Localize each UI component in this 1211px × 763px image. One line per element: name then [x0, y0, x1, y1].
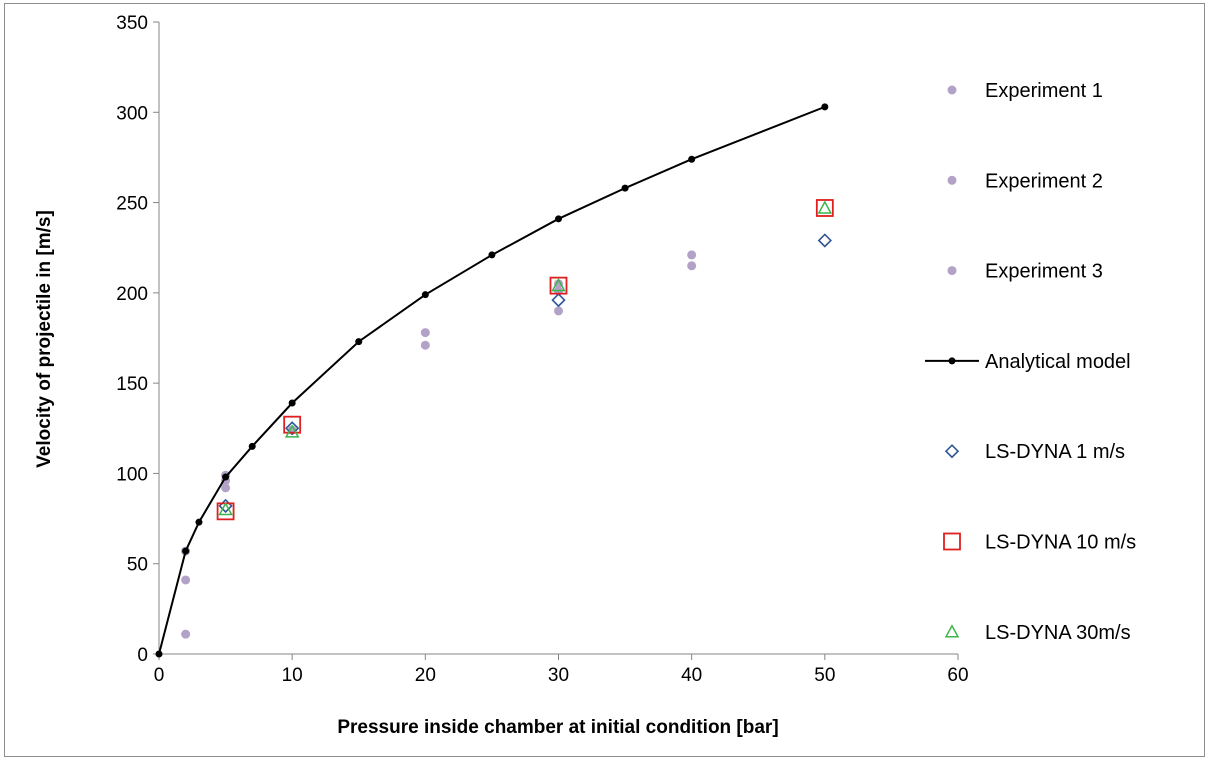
data-point	[355, 338, 363, 346]
y-tick-label: 350	[116, 13, 148, 34]
x-axis-title: Pressure inside chamber at initial condi…	[337, 717, 778, 738]
y-tick-label: 100	[116, 464, 148, 485]
x-tick-label: 0	[154, 665, 165, 686]
legend-label: LS-DYNA 10 m/s	[985, 532, 1136, 554]
data-point	[687, 250, 697, 260]
data-point	[218, 501, 233, 516]
data-point	[555, 215, 562, 223]
legend-label: Experiment 3	[985, 261, 1103, 283]
series-line	[158, 105, 826, 655]
y-axis-title: Velocity of projectile in [m/s]	[34, 210, 55, 468]
axes: 0 50 100 150 200 250 300 350 0 10 20 30 40 50 60	[116, 13, 968, 686]
data-point	[285, 421, 300, 436]
data-point	[221, 483, 231, 493]
legend-item: LS-DYNA 1 m/s	[944, 441, 1125, 463]
series-2	[181, 250, 697, 585]
series-1	[181, 261, 697, 639]
x-tick-label: 30	[548, 665, 569, 686]
data-point	[420, 328, 430, 338]
legend-marker	[947, 85, 957, 95]
legend-marker	[947, 175, 957, 185]
chart-frame	[4, 3, 1205, 757]
data-point	[817, 200, 833, 214]
data-point	[288, 399, 296, 407]
y-tick-label: 0	[137, 645, 148, 666]
data-point	[155, 650, 163, 658]
data-point	[222, 473, 230, 481]
legend-item: Experiment 1	[947, 80, 1103, 102]
legend-label: Experiment 2	[985, 170, 1103, 192]
data-point	[420, 340, 430, 350]
legend-item: LS-DYNA 10 m/s	[943, 532, 1136, 554]
legend-item: Analytical model	[925, 351, 1131, 373]
legend-marker	[947, 266, 957, 276]
legend-marker	[944, 624, 960, 638]
x-tick-label: 60	[947, 665, 968, 686]
data-point	[554, 306, 563, 316]
series-6	[216, 199, 834, 521]
legend-item: Experiment 3	[947, 261, 1103, 283]
y-tick-label: 300	[116, 103, 148, 124]
legend: Experiment 1 Experiment 2 Experiment 3 Anal…	[925, 80, 1136, 644]
data-point	[195, 518, 203, 526]
data-point	[421, 291, 429, 299]
data-point	[551, 292, 566, 308]
x-tick-label: 10	[282, 665, 303, 686]
y-tick-label: 50	[127, 555, 148, 576]
y-tick-label: 200	[116, 284, 148, 305]
data-point	[181, 575, 191, 585]
data-point	[488, 251, 496, 259]
data-point	[182, 547, 190, 555]
data-point	[687, 261, 697, 271]
series-7	[218, 200, 833, 516]
y-tick-label: 150	[116, 374, 148, 395]
series-5	[218, 233, 832, 514]
data-point	[817, 233, 832, 248]
x-tick-label: 20	[415, 665, 436, 686]
y-tick-label: 250	[116, 194, 148, 215]
legend-label: LS-DYNA 30m/s	[985, 622, 1131, 644]
legend-label: LS-DYNA 1 m/s	[985, 441, 1125, 463]
data-point	[549, 276, 568, 295]
data-point	[621, 184, 629, 192]
series-3	[181, 279, 563, 556]
data-point	[283, 415, 302, 434]
data-point	[815, 199, 834, 217]
x-tick-label: 50	[814, 665, 835, 686]
legend-marker	[948, 357, 956, 365]
legend-item: LS-DYNA 30m/s	[944, 622, 1131, 644]
plot-area	[155, 103, 834, 658]
data-point	[284, 424, 300, 438]
legend-label: Experiment 1	[985, 80, 1103, 102]
legend-marker	[944, 444, 960, 459]
data-point	[688, 155, 696, 163]
data-point	[248, 442, 256, 450]
data-point	[554, 279, 563, 289]
legend-marker	[943, 532, 961, 551]
data-point	[821, 103, 829, 111]
legend-label: Analytical model	[985, 351, 1131, 373]
data-point	[551, 278, 566, 292]
legend-item: Experiment 2	[947, 170, 1103, 192]
series-4	[155, 103, 829, 658]
x-tick-label: 40	[681, 665, 702, 686]
data-point	[181, 629, 191, 639]
